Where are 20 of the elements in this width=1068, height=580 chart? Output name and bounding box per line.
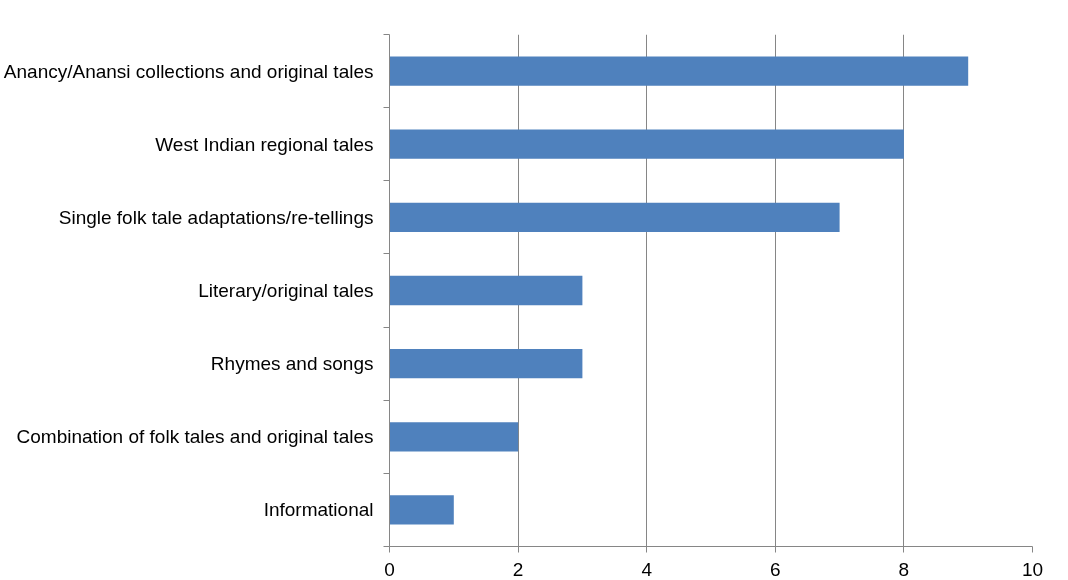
x-tick-label: 6	[770, 558, 781, 580]
y-tick-label: Rhymes and songs	[210, 353, 374, 375]
bar	[389, 422, 519, 452]
bar	[389, 56, 969, 86]
y-tick-label: Anancy/Anansi collections and original tales	[3, 60, 374, 82]
x-tick-label: 0	[384, 558, 395, 580]
bar	[389, 202, 840, 232]
y-tick-label: Literary/original tales	[198, 280, 374, 301]
x-tick-label: 10	[1021, 558, 1044, 580]
x-tick-label: 2	[512, 558, 524, 580]
y-tick-label: Single folk tale adaptations/re-tellings	[58, 206, 374, 228]
y-tick-label: West Indian regional tales	[155, 133, 374, 155]
bar	[389, 129, 904, 159]
bar	[389, 495, 454, 525]
x-tick-label: 4	[641, 558, 653, 580]
bar	[389, 275, 583, 306]
x-tick-label: 8	[898, 558, 910, 580]
bar	[389, 349, 583, 379]
y-tick-label: Combination of folk tales and original tales	[16, 426, 374, 448]
y-tick-label: Informational	[263, 499, 374, 521]
